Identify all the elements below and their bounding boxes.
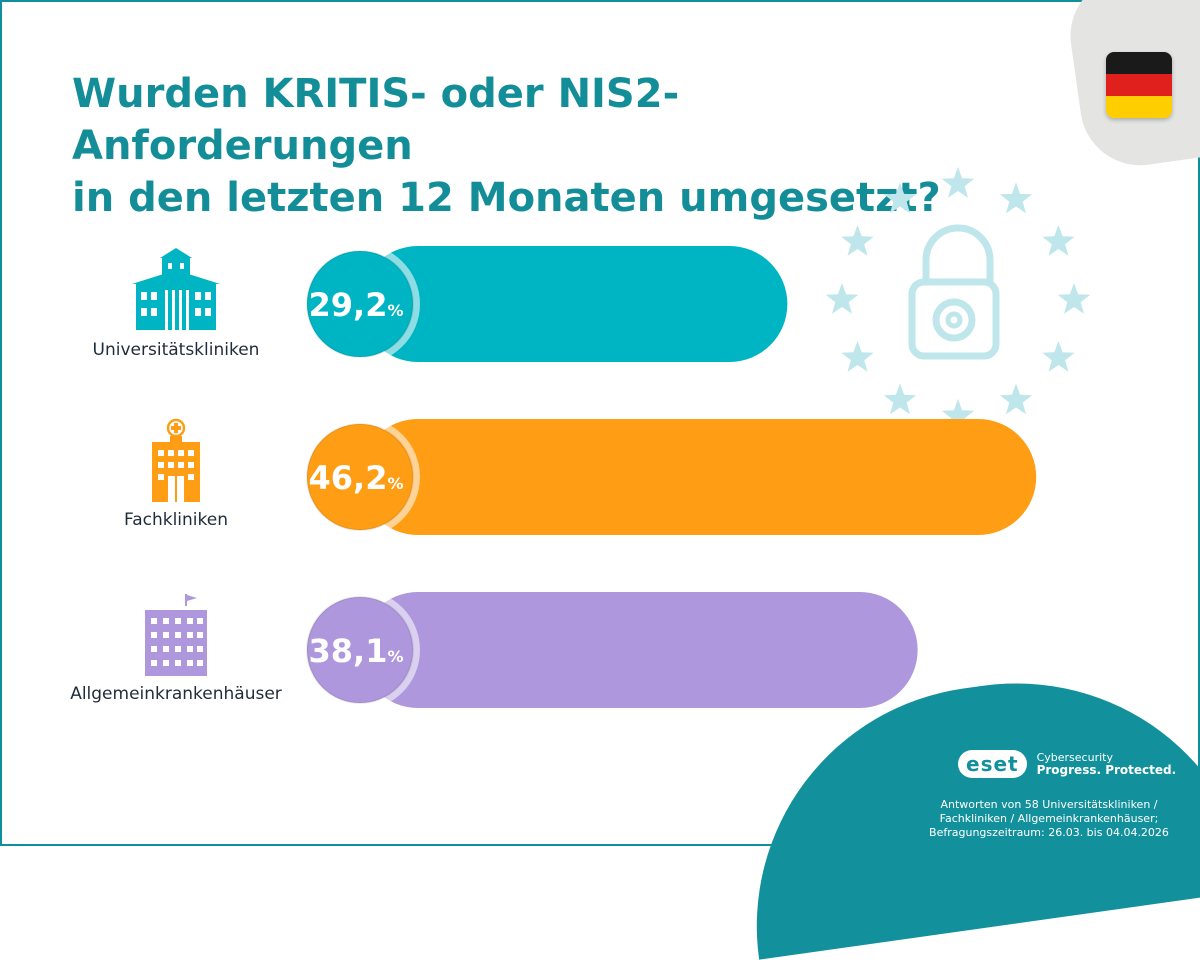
tagline-1: Cybersecurity <box>1036 751 1113 764</box>
eu-star-icon <box>883 182 917 214</box>
bar-2 <box>360 419 1037 535</box>
value-badge <box>306 596 414 704</box>
eset-logo: eset Cybersecurity Progress. Protected. <box>958 750 1176 778</box>
germany-flag-icon <box>1106 52 1172 118</box>
value-badge <box>306 250 414 358</box>
eu-star-icon <box>841 341 874 372</box>
eu-star-icon <box>941 399 975 430</box>
category-allgemeinkrankenhaeuser: Allgemeinkrankenhäuser <box>56 594 296 704</box>
eu-star-icon <box>825 283 859 314</box>
tagline-2: Progress. Protected. <box>1036 763 1177 777</box>
frame-border <box>0 0 1200 846</box>
eu-star-icon <box>999 383 1033 415</box>
bar-chart: 29,2%46,2%38,1% <box>306 246 1037 708</box>
specialist-clinic-icon <box>152 418 200 502</box>
eu-stars-lock-icon <box>825 167 1091 430</box>
value-badge <box>306 423 414 531</box>
footnote-line-2: Fachkliniken / Allgemeinkrankenhäuser; <box>939 812 1159 825</box>
bar-1 <box>360 246 788 362</box>
category-label: Fachkliniken <box>123 510 229 530</box>
eu-star-icon <box>841 225 874 256</box>
chart-title: Wurden KRITIS- oder NIS2-Anforderungen i… <box>72 68 972 224</box>
eu-star-icon <box>999 182 1033 214</box>
title-line-2: in den letzten 12 Monaten umgesetzt? <box>72 175 941 221</box>
eu-star-icon <box>1042 225 1075 256</box>
value-unit: % <box>387 301 403 320</box>
bar-3 <box>360 592 918 708</box>
category-label: Universitätskliniken <box>92 340 260 360</box>
eu-star-icon <box>1042 341 1075 372</box>
university-hospital-icon <box>132 248 220 330</box>
category-label: Allgemeinkrankenhäuser <box>70 684 282 704</box>
footnote-line-1: Antworten von 58 Universitätskliniken / <box>940 798 1158 811</box>
title-line-1: Wurden KRITIS- oder NIS2-Anforderungen <box>72 71 680 169</box>
value-unit: % <box>387 474 403 493</box>
eu-star-icon <box>941 167 975 198</box>
eset-wordmark: eset <box>958 750 1027 778</box>
eu-star-icon <box>1057 283 1091 314</box>
eu-star-icon <box>883 383 917 415</box>
category-fachkliniken: Fachkliniken <box>56 418 296 530</box>
value-unit: % <box>387 647 403 666</box>
category-universitaetskliniken: Universitätskliniken <box>56 248 296 360</box>
brand-tagline: Cybersecurity Progress. Protected. <box>1037 751 1177 777</box>
general-hospital-icon <box>145 594 207 676</box>
footnote-line-3: Befragungszeitraum: 26.03. bis 04.04.202… <box>929 826 1169 839</box>
footnote: Antworten von 58 Universitätskliniken / … <box>925 798 1173 840</box>
